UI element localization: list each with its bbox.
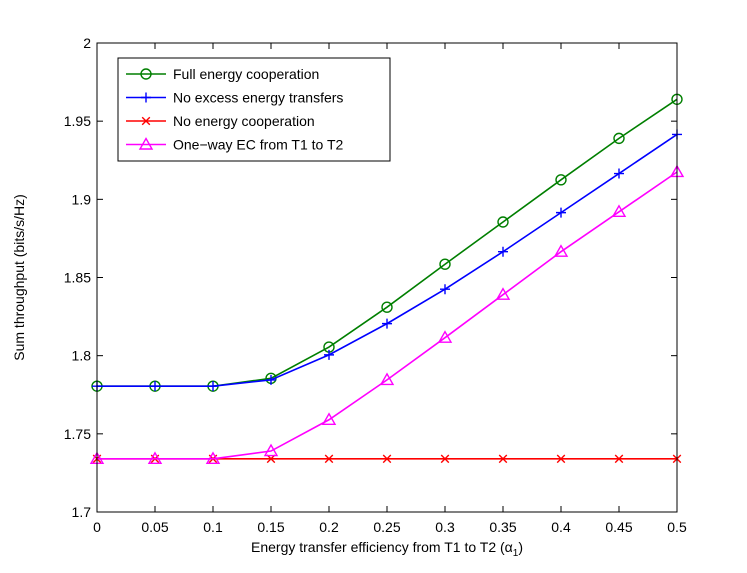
data-point [611,204,627,218]
x-tick-label: 0.5 [667,519,687,535]
legend-label: One−way EC from T1 to T2 [173,137,343,153]
y-axis-label: Sum throughput (bits/s/Hz) [11,194,27,361]
data-point [439,258,451,270]
data-point [324,349,334,360]
x-tick-label: 0.3 [435,519,455,535]
series-layer [89,93,685,465]
x-tick-label: 0.4 [551,519,571,535]
data-point [440,284,450,295]
data-point [266,454,276,464]
legend-entry: Full energy cooperation [126,66,319,82]
data-point [556,454,566,464]
y-tick-label: 1.9 [72,191,92,207]
y-tick-label: 1.8 [72,348,92,364]
data-point [382,318,392,329]
data-point [321,412,337,425]
x-tick-label: 0.35 [489,519,516,535]
x-axis-label-subscript: 1 [513,548,519,559]
legend-entry: One−way EC from T1 to T2 [126,137,343,153]
legend-entry: No energy cooperation [126,113,315,129]
data-point [555,174,567,186]
data-point [382,454,392,464]
data-point [614,454,624,464]
x-axis-label-suffix: ) [518,539,523,555]
data-point [613,132,625,145]
data-point [553,244,569,257]
y-tick-label: 2 [83,35,91,51]
x-tick-label: 0.45 [605,519,632,535]
data-point [205,451,221,465]
data-point [324,454,334,464]
data-point [147,451,163,465]
legend-label: Full energy cooperation [173,66,319,82]
legend-entry: No excess energy transfers [126,90,343,106]
x-axis-label-main: Energy transfer efficiency from T1 to T2… [251,539,513,555]
data-point [379,372,395,386]
x-tick-label: 0.15 [257,519,284,535]
y-tick-label: 1.7 [72,504,92,520]
legend-marker [138,137,154,150]
data-point [498,454,508,464]
data-point [497,216,509,228]
data-point [263,443,279,457]
plot-frame [96,42,678,513]
legend-marker [141,92,151,103]
data-point [150,381,160,392]
x-tick-label: 0 [93,519,101,535]
x-tick-label: 0.2 [319,519,339,535]
ticks-layer: 0 0.05 0.1 0.15 0.2 0.25 0.3 0.35 0.4 0.45 0.5 1.7 1… [64,35,687,535]
x-tick-label: 0.25 [373,519,400,535]
data-point [495,287,511,300]
x-tick-label: 0.05 [141,519,168,535]
data-point [440,454,450,464]
y-tick-label: 1.95 [64,113,91,129]
data-point [208,381,218,392]
data-point [498,246,508,257]
data-point [556,207,566,218]
legend-label: No energy cooperation [173,113,315,129]
legend-marker [141,116,151,126]
data-point [381,301,393,313]
data-point [614,168,624,179]
legend-marker [140,68,152,80]
y-tick-label: 1.75 [64,426,91,442]
legend: Full energy cooperation No excess energy … [117,57,391,162]
x-axis-label: Energy transfer efficiency from T1 to T2… [251,539,523,559]
y-tick-label: 1.85 [64,270,91,286]
legend-label: No excess energy transfers [173,90,343,106]
series-line [97,171,678,460]
data-point [266,374,276,385]
data-point [437,330,453,343]
x-tick-label: 0.1 [203,519,223,535]
